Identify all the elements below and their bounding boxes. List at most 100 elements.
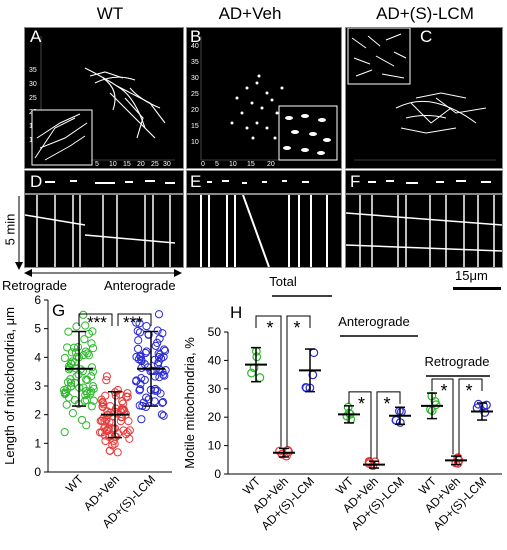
- h-y-tick-label: 0: [214, 467, 221, 481]
- g-data-point: [154, 310, 164, 319]
- g-data-point: [77, 415, 87, 425]
- g-data-point: [105, 446, 114, 455]
- g-data-point: [115, 390, 125, 399]
- g-data-point: [113, 385, 122, 395]
- column-title-ad-lcm: AD+(S)-LCM: [376, 4, 474, 23]
- g-data-point: [116, 417, 125, 426]
- g-y-tick-label: 0: [34, 465, 41, 479]
- g-data-point: [87, 402, 96, 411]
- h-y-tick-label: 40: [208, 353, 222, 367]
- g-data-point: [135, 319, 144, 328]
- g-data-point: [132, 318, 141, 327]
- svg-text:25: 25: [191, 91, 199, 98]
- g-data-point: [100, 431, 110, 440]
- panel-letter-e: E: [190, 172, 202, 191]
- h-group-label: Total: [269, 274, 297, 289]
- svg-text:35: 35: [29, 67, 37, 74]
- g-y-tick-label: 3: [34, 379, 41, 393]
- g-data-point: [68, 409, 77, 418]
- g-data-point: [135, 386, 144, 395]
- h-sig-label: *: [266, 318, 273, 338]
- svg-text:30: 30: [191, 75, 199, 82]
- svg-text:25: 25: [151, 161, 159, 168]
- g-data-point: [66, 359, 76, 369]
- g-data-point: [140, 375, 149, 385]
- h-y-tick-label: 20: [208, 410, 222, 424]
- kymo-strip-f-svg: [368, 180, 491, 184]
- h-data-point: [252, 352, 262, 362]
- g-data-point: [81, 321, 90, 330]
- h-sig-label: *: [465, 381, 472, 401]
- panel-letter-a: A: [30, 27, 42, 46]
- svg-text:15: 15: [191, 123, 199, 130]
- scale-bar-label: 15μm: [455, 268, 488, 283]
- g-data-point: [153, 338, 162, 348]
- g-data-point: [101, 391, 110, 400]
- column-title-ad-veh: AD+Veh: [218, 4, 282, 23]
- g-data-point: [88, 327, 97, 336]
- panel-letter-d: D: [30, 172, 43, 191]
- g-data-point: [135, 328, 145, 337]
- g-data-point: [144, 395, 153, 404]
- g-data-point: [103, 426, 112, 436]
- g-data-point: [101, 436, 110, 446]
- h-data-point: [480, 408, 490, 417]
- g-data-point: [72, 322, 81, 331]
- h-sig-bracket: [286, 315, 311, 447]
- g-data-point: [64, 362, 73, 371]
- g-data-point: [153, 386, 162, 395]
- g-data-point: [154, 349, 163, 358]
- svg-text:5: 5: [215, 161, 219, 168]
- g-data-point: [141, 348, 150, 358]
- g-data-point: [67, 348, 77, 357]
- kymograph-f-svg: [346, 195, 502, 267]
- g-x-tick-label: WT: [63, 472, 87, 496]
- svg-text:10: 10: [229, 161, 237, 168]
- h-group-label: Anterograde: [338, 314, 410, 329]
- kymo-strip-e-svg: [207, 180, 309, 184]
- g-data-point: [110, 439, 119, 448]
- g-sig-label: ***: [87, 313, 107, 332]
- micrograph-b-svg: 40 35 30 25 20 15 10 0 5 10 15 20: [191, 36, 338, 168]
- h-y-tick-label: 30: [208, 382, 222, 396]
- h-data-point: [255, 373, 265, 382]
- g-data-point: [105, 418, 114, 427]
- direction-arrow: [24, 269, 182, 277]
- g-y-tick-label: 4: [34, 350, 41, 364]
- g-data-point: [134, 336, 143, 345]
- panel-letter-f: F: [350, 172, 361, 191]
- g-data-point: [121, 430, 131, 439]
- g-data-point: [89, 384, 98, 393]
- kymo-strip-f: [345, 170, 503, 194]
- kymograph-d-svg: [25, 195, 176, 267]
- chart-h: H 0 10 20 30 40 50 Motile mitochondria, % Total W…: [182, 274, 502, 533]
- g-data-point: [86, 387, 96, 396]
- panel-letter-h: H: [230, 303, 242, 322]
- g-data-point: [89, 396, 98, 405]
- g-data-point: [158, 398, 167, 408]
- scale-bar: [453, 287, 501, 290]
- g-data-point: [62, 400, 71, 409]
- kymo-strip-d: [24, 170, 184, 194]
- h-sig-label: *: [383, 394, 390, 414]
- g-data-point: [80, 335, 89, 344]
- g-data-point: [123, 428, 132, 437]
- g-data-point: [63, 343, 72, 352]
- g-data-point: [111, 404, 121, 413]
- kymograph-f: [345, 194, 503, 268]
- g-data-point: [158, 398, 168, 407]
- svg-text:25: 25: [29, 95, 37, 102]
- svg-text:10: 10: [191, 139, 199, 146]
- g-data-point: [82, 421, 91, 430]
- micrograph-panel-b: 40 35 30 25 20 15 10 0 5 10 15 20: [186, 27, 342, 169]
- g-sig-bracket: [78, 313, 113, 326]
- h-sig-label: *: [440, 381, 447, 401]
- g-data-point: [124, 416, 133, 426]
- g-data-point: [159, 411, 168, 420]
- h-sig-bracket: [348, 391, 372, 459]
- h-y-axis-label: Motile mitochondria, %: [182, 337, 197, 469]
- column-title-wt: WT: [96, 4, 124, 23]
- h-sig-bracket: [376, 391, 401, 459]
- g-data-point: [137, 356, 146, 366]
